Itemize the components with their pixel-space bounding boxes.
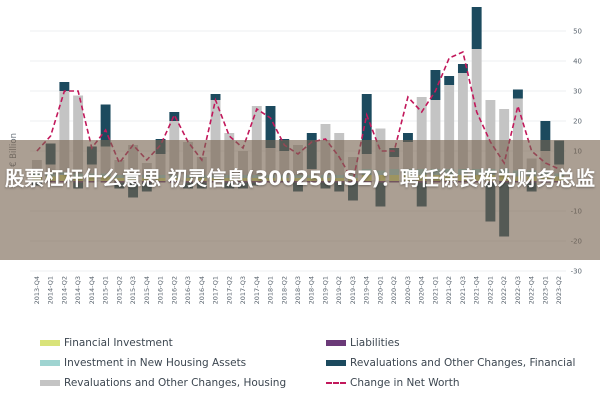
- bar-segment: [100, 104, 111, 147]
- x-tick-label: 2022-Q2: [500, 276, 508, 304]
- legend-swatch: [326, 340, 346, 346]
- x-tick-label: 2016-Q2: [170, 276, 178, 304]
- x-axis-ticks: 2013-Q4 2014-Q1 2014-Q2 2014-Q3 2014-Q4 2015-…: [33, 276, 563, 304]
- x-tick-label: 2014-Q2: [60, 276, 68, 304]
- x-tick-label: 2015-Q2: [115, 276, 123, 304]
- x-tick-label: 2022-Q3: [514, 276, 522, 304]
- y-tick-label: 20: [573, 118, 582, 126]
- bar-segment: [471, 7, 482, 49]
- x-tick-label: 2021-Q3: [459, 276, 467, 304]
- legend-label: Revaluations and Other Changes, Financia…: [350, 357, 576, 369]
- legend-item-revaluations-housing: Revaluations and Other Changes, Housing: [40, 377, 286, 389]
- bar-segment: [499, 109, 510, 169]
- bar-segment: [457, 73, 468, 169]
- x-tick-label: 2019-Q4: [363, 276, 371, 304]
- x-tick-label: 2016-Q1: [157, 276, 165, 304]
- x-tick-label: 2020-Q3: [404, 276, 412, 304]
- legend-label: Liabilities: [350, 337, 400, 349]
- x-tick-label: 2018-Q3: [294, 276, 302, 304]
- x-tick-label: 2015-Q3: [129, 276, 137, 304]
- bar-segment: [512, 98, 523, 171]
- x-tick-label: 2016-Q4: [198, 276, 206, 304]
- bar-segment: [444, 76, 455, 85]
- x-tick-label: 2020-Q4: [418, 276, 426, 304]
- legend-dash-line: [326, 382, 346, 384]
- x-tick-label: 2016-Q3: [184, 276, 192, 304]
- legend-swatch: [40, 340, 60, 346]
- x-tick-label: 2019-Q1: [321, 276, 329, 304]
- legend-label: Financial Investment: [64, 337, 173, 349]
- bar-segment: [485, 100, 496, 169]
- x-tick-label: 2023-Q1: [541, 276, 549, 304]
- x-tick-label: 2015-Q4: [143, 276, 151, 304]
- x-tick-label: 2017-Q1: [212, 276, 220, 304]
- x-tick-label: 2017-Q4: [253, 276, 261, 304]
- x-tick-label: 2021-Q4: [473, 276, 481, 304]
- legend-item-change-in-net-worth: Change in Net Worth: [326, 377, 460, 389]
- bar-segment: [59, 91, 70, 172]
- x-tick-label: 2019-Q2: [335, 276, 343, 304]
- bar-segment: [512, 89, 523, 99]
- legend-swatch: [40, 360, 60, 366]
- x-tick-label: 2014-Q3: [74, 276, 82, 304]
- legend-label: Revaluations and Other Changes, Housing: [64, 377, 287, 389]
- bar-segment: [430, 70, 441, 100]
- x-tick-label: 2022-Q4: [528, 276, 536, 304]
- bar-segment: [444, 85, 455, 169]
- bar-segment: [457, 64, 468, 73]
- bar-segment: [540, 121, 551, 151]
- legend: Financial Investment Investment in New H…: [0, 334, 600, 400]
- x-tick-label: 2020-Q1: [376, 276, 384, 304]
- x-tick-label: 2023-Q2: [555, 276, 563, 304]
- x-tick-label: 2018-Q4: [308, 276, 316, 304]
- x-tick-label: 2014-Q4: [88, 276, 96, 304]
- x-tick-label: 2020-Q2: [390, 276, 398, 304]
- legend-swatch: [326, 360, 346, 366]
- x-tick-label: 2015-Q1: [102, 276, 110, 304]
- legend-label: Change in Net Worth: [350, 377, 460, 389]
- x-tick-label: 2013-Q4: [33, 276, 41, 304]
- bar-segment: [73, 95, 84, 174]
- bar-segment: [265, 106, 276, 148]
- overlay-title[interactable]: 股票杠杆什么意思 初灵信息(300250.SZ)：聘任徐良栋为财务总监: [4, 167, 596, 190]
- x-tick-label: 2017-Q3: [239, 276, 247, 304]
- x-tick-label: 2018-Q2: [280, 276, 288, 304]
- y-tick-label: -30: [571, 268, 582, 276]
- legend-swatch: [40, 380, 60, 386]
- y-tick-label: 30: [573, 88, 582, 96]
- x-tick-label: 2022-Q1: [486, 276, 494, 304]
- bar-segment: [361, 94, 372, 154]
- x-tick-label: 2021-Q1: [431, 276, 439, 304]
- bar-segment: [169, 112, 180, 121]
- legend-label: Investment in New Housing Assets: [64, 357, 247, 369]
- bar-segment: [59, 82, 70, 91]
- bar-segment: [403, 133, 413, 142]
- bar-segment: [416, 97, 427, 169]
- x-tick-label: 2018-Q1: [267, 276, 275, 304]
- x-tick-label: 2019-Q3: [349, 276, 357, 304]
- y-tick-label: 40: [573, 58, 582, 66]
- legend-item-financial-investment: Financial Investment: [40, 337, 173, 349]
- legend-item-revaluations-financial: Revaluations and Other Changes, Financia…: [326, 357, 575, 369]
- title-overlay-band: [0, 140, 600, 260]
- bar-segment: [210, 94, 221, 100]
- legend-item-investment-in-new-housing-assets: Investment in New Housing Assets: [40, 357, 246, 369]
- bar-segment: [471, 49, 482, 169]
- x-tick-label: 2014-Q1: [47, 276, 55, 304]
- y-tick-label: 50: [573, 28, 582, 36]
- x-tick-label: 2021-Q2: [445, 276, 453, 304]
- x-tick-label: 2017-Q2: [225, 276, 233, 304]
- legend-item-liabilities: Liabilities: [326, 337, 400, 349]
- bar-segment: [430, 100, 441, 169]
- bar-segment: [210, 100, 221, 175]
